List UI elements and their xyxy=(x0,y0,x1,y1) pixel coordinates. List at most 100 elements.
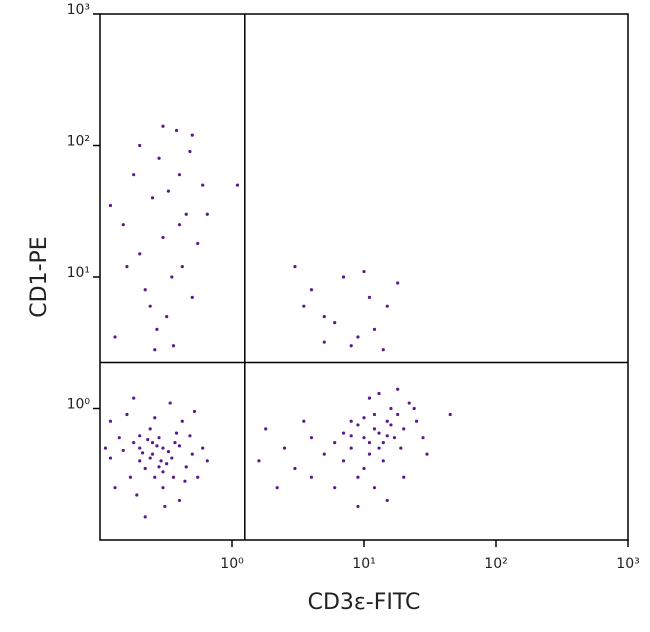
event-dot xyxy=(302,419,306,423)
event-dot xyxy=(148,456,152,460)
event-dot xyxy=(421,436,425,440)
event-dot xyxy=(196,475,200,479)
event-dot xyxy=(407,401,411,405)
event-dot xyxy=(173,441,177,445)
event-dot xyxy=(341,275,346,279)
event-dot xyxy=(389,406,393,411)
event-dot xyxy=(402,475,406,479)
event-dot xyxy=(170,275,174,279)
event-dot xyxy=(356,504,360,509)
event-dot xyxy=(161,486,165,490)
event-dot xyxy=(161,446,165,450)
event-dot xyxy=(372,486,377,490)
event-dot xyxy=(196,241,200,246)
event-dot xyxy=(367,452,372,456)
event-dot xyxy=(322,452,326,456)
event-dot xyxy=(150,196,155,200)
event-dot xyxy=(190,133,194,137)
event-dot xyxy=(349,344,353,348)
event-dot xyxy=(138,434,142,438)
event-dot xyxy=(282,446,287,450)
event-dot xyxy=(108,419,113,423)
event-dot xyxy=(132,173,136,177)
event-dot xyxy=(381,459,385,463)
event-dot xyxy=(309,288,314,292)
event-dot xyxy=(293,466,297,471)
event-dot xyxy=(146,438,150,442)
y-tick-label: 10² xyxy=(67,134,90,150)
event-dot xyxy=(356,335,360,339)
event-dot xyxy=(157,465,161,469)
event-dot xyxy=(161,470,165,474)
x-tick-label: 10³ xyxy=(616,556,639,572)
event-dot xyxy=(177,223,182,227)
event-dot xyxy=(121,223,125,227)
event-dot xyxy=(414,419,419,423)
event-dot xyxy=(396,387,400,391)
event-dot xyxy=(389,423,393,427)
event-dot xyxy=(108,203,113,208)
event-dot xyxy=(143,288,147,292)
event-dot xyxy=(367,441,372,445)
event-dot xyxy=(161,124,165,128)
y-tick-label: 10⁰ xyxy=(67,397,91,413)
event-dot xyxy=(192,409,197,414)
event-dot xyxy=(412,406,416,411)
event-dot xyxy=(372,327,377,331)
event-dot xyxy=(125,412,129,417)
event-dot xyxy=(166,450,171,454)
event-dot xyxy=(180,419,184,423)
event-dot xyxy=(166,189,171,193)
event-dot xyxy=(177,444,182,448)
event-dot xyxy=(367,295,372,299)
event-dot xyxy=(372,427,377,431)
event-dot xyxy=(171,475,176,479)
event-dot xyxy=(113,486,117,490)
event-dot xyxy=(264,427,268,431)
event-dot xyxy=(362,269,366,274)
event-dot xyxy=(381,441,385,445)
event-dot xyxy=(333,486,337,490)
event-dot xyxy=(103,446,108,450)
event-dot xyxy=(184,212,188,216)
event-dot xyxy=(201,183,205,187)
event-dot xyxy=(377,446,381,450)
event-dot xyxy=(161,235,165,240)
event-dot xyxy=(153,416,157,420)
event-dot xyxy=(135,493,139,497)
event-dot xyxy=(140,451,145,455)
y-axis-title: CD1-PE xyxy=(27,236,52,317)
event-dot xyxy=(174,128,179,133)
event-dot xyxy=(235,183,240,187)
event-dot xyxy=(385,304,389,308)
plot-frame xyxy=(99,13,629,541)
event-dot xyxy=(165,462,169,466)
event-dot xyxy=(184,465,188,469)
event-dot xyxy=(143,466,147,471)
event-dot xyxy=(188,149,192,154)
event-dot xyxy=(385,419,389,423)
event-dot xyxy=(356,423,360,427)
event-dot xyxy=(165,314,169,319)
event-dot xyxy=(205,459,209,463)
event-dot xyxy=(425,452,429,456)
event-dot xyxy=(322,314,326,319)
event-dot xyxy=(183,479,187,483)
event-dot xyxy=(148,427,152,431)
event-dot xyxy=(302,304,306,308)
event-dot xyxy=(448,412,452,417)
event-dot xyxy=(138,252,142,256)
event-dot xyxy=(180,264,184,269)
event-dot xyxy=(138,446,142,450)
event-dot xyxy=(117,436,121,440)
event-dot xyxy=(132,441,136,445)
event-dot xyxy=(381,348,385,352)
event-dot xyxy=(159,459,163,463)
event-dot xyxy=(341,459,346,463)
x-tick-label: 10² xyxy=(484,556,507,572)
event-dot xyxy=(113,335,117,339)
event-dot xyxy=(309,475,314,479)
event-dot xyxy=(188,434,192,438)
event-dot xyxy=(171,344,176,348)
event-dot xyxy=(128,475,133,479)
